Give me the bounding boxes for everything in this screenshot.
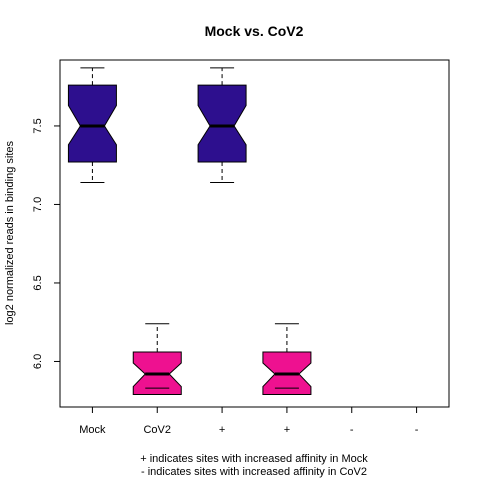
y-tick-label: 7.0 bbox=[32, 197, 44, 212]
box-body bbox=[67, 84, 117, 163]
annotation-cov2: - indicates sites with increased affinit… bbox=[141, 466, 367, 478]
box-4 bbox=[262, 323, 312, 395]
x-tick-label: + bbox=[219, 424, 225, 436]
box-1 bbox=[67, 67, 117, 183]
chart-title: Mock vs. CoV2 bbox=[205, 23, 304, 39]
y-axis-label: log2 normalized reads in binding sites bbox=[4, 140, 16, 325]
x-tick-label: Mock bbox=[79, 424, 106, 436]
box-3 bbox=[197, 67, 247, 183]
box-2 bbox=[132, 323, 182, 395]
plot-frame bbox=[59, 59, 450, 408]
y-tick-label: 6.5 bbox=[32, 275, 44, 290]
x-tick-label: - bbox=[415, 424, 419, 436]
box-body bbox=[197, 84, 247, 163]
y-axis: 6.0 6.5 7.0 7.5 bbox=[32, 118, 60, 369]
x-tick-label: + bbox=[284, 424, 290, 436]
y-tick-label: 6.0 bbox=[32, 354, 44, 369]
y-tick-label: 7.5 bbox=[32, 118, 44, 133]
x-tick-label: - bbox=[350, 424, 354, 436]
x-axis: Mock CoV2 + + - - bbox=[79, 407, 419, 436]
x-tick-label: CoV2 bbox=[143, 424, 171, 436]
boxes bbox=[67, 67, 312, 395]
annotation-mock: + indicates sites with increased affinit… bbox=[140, 453, 368, 465]
